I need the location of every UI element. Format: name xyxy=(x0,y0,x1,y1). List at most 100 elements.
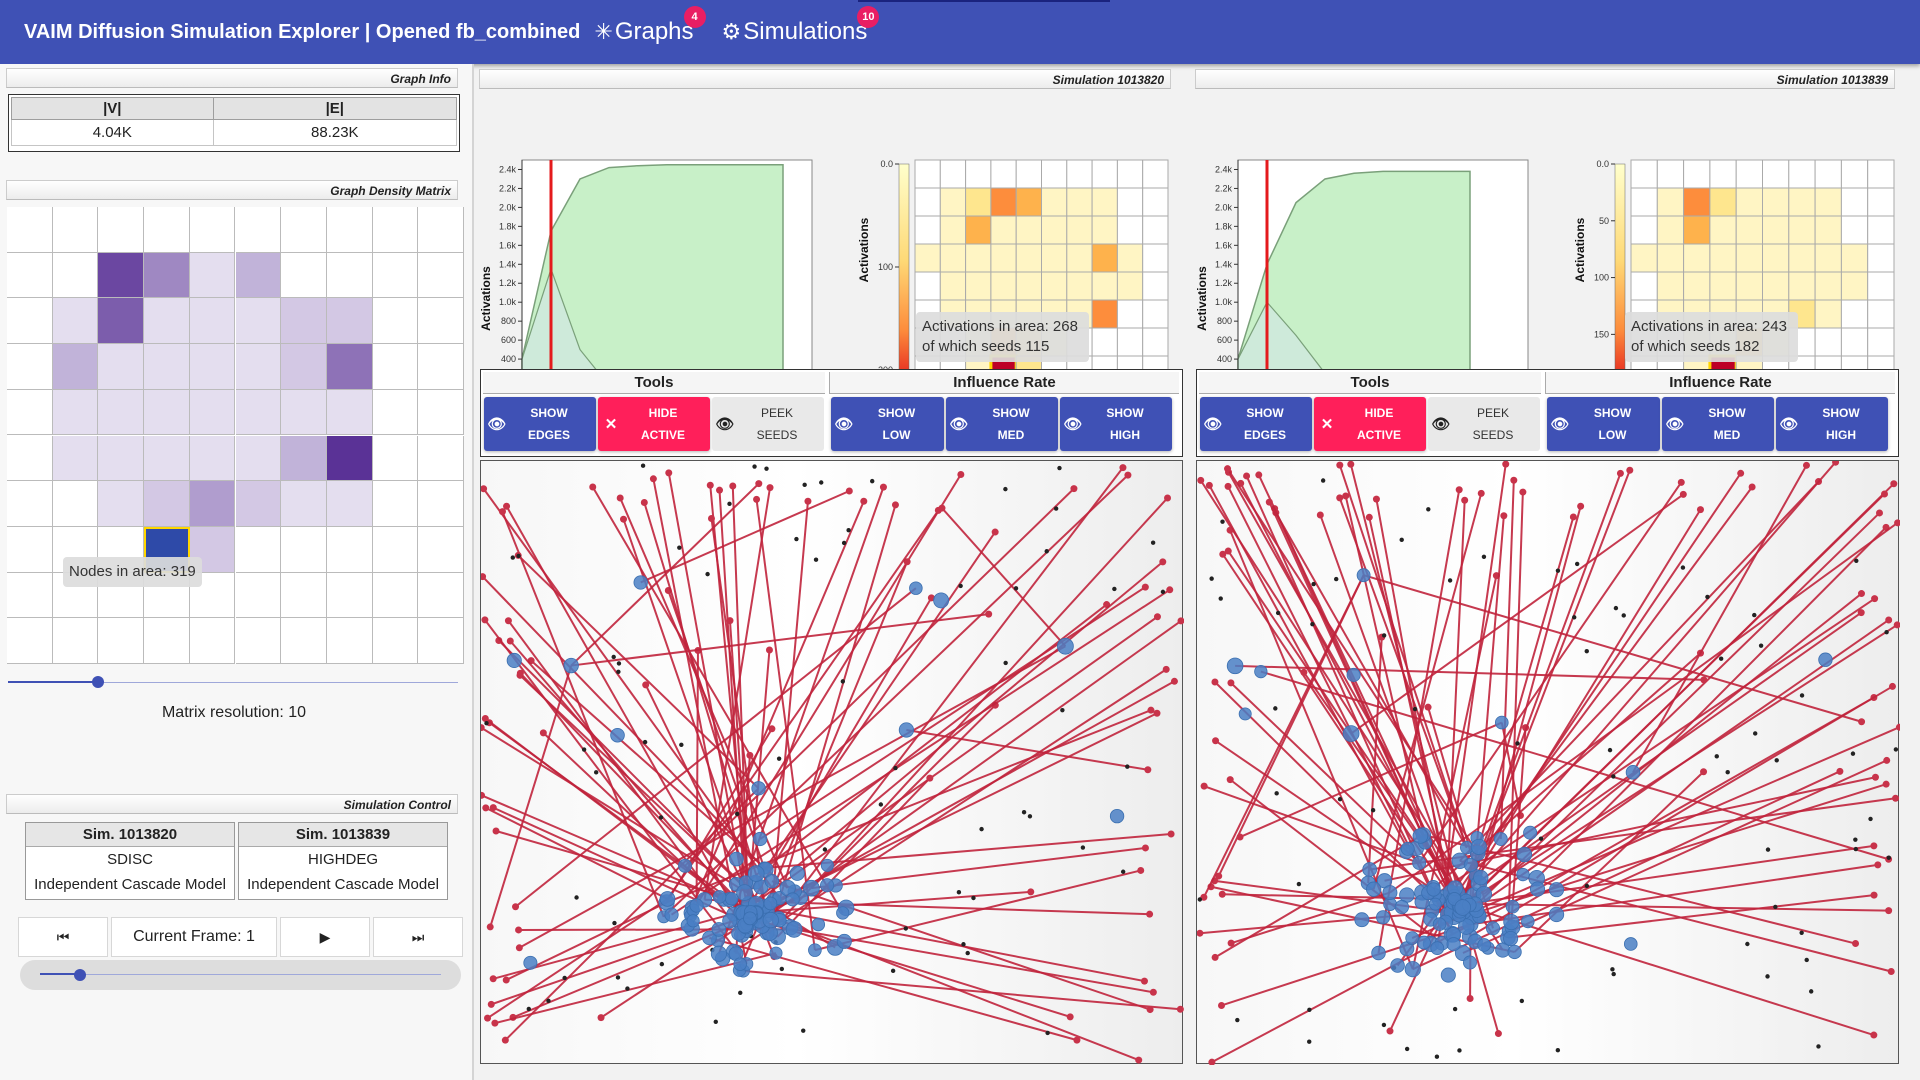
matrix-cell[interactable] xyxy=(98,435,145,482)
matrix-cell[interactable] xyxy=(7,207,53,253)
matrix-cell[interactable] xyxy=(144,481,190,527)
matrix-cell[interactable] xyxy=(235,481,282,527)
matrix-cell[interactable] xyxy=(418,618,464,664)
matrix-cell[interactable] xyxy=(52,344,99,390)
matrix-cell[interactable] xyxy=(189,252,236,299)
matrix-cell[interactable] xyxy=(235,207,282,253)
matrix-cell[interactable] xyxy=(326,389,373,436)
matrix-cell[interactable] xyxy=(98,481,145,527)
matrix-cell[interactable] xyxy=(98,618,145,664)
matrix-cell[interactable] xyxy=(326,207,373,253)
matrix-cell[interactable] xyxy=(7,435,53,482)
matrix-cell[interactable] xyxy=(372,252,419,299)
resolution-slider[interactable] xyxy=(8,675,458,691)
hide-active-button[interactable]: ✕ HIDE ACTIVE xyxy=(598,397,710,451)
matrix-cell[interactable] xyxy=(326,344,373,390)
matrix-cell[interactable] xyxy=(418,526,464,573)
matrix-cell[interactable] xyxy=(52,207,99,253)
matrix-cell[interactable] xyxy=(418,572,464,619)
matrix-cell[interactable] xyxy=(326,298,373,345)
matrix-cell[interactable] xyxy=(7,526,53,573)
matrix-cell[interactable] xyxy=(326,618,373,664)
matrix-cell[interactable] xyxy=(189,481,236,527)
matrix-cell[interactable] xyxy=(52,481,99,527)
show-edges-button[interactable]: 👁 SHOW EDGES xyxy=(1200,397,1312,451)
matrix-cell[interactable] xyxy=(189,207,236,253)
hide-active-button[interactable]: ✕ HIDE ACTIVE xyxy=(1314,397,1426,451)
matrix-cell[interactable] xyxy=(98,344,145,390)
matrix-cell[interactable] xyxy=(189,389,236,436)
matrix-cell[interactable] xyxy=(98,298,145,345)
matrix-cell[interactable] xyxy=(189,618,236,664)
matrix-cell[interactable] xyxy=(52,252,99,299)
matrix-cell[interactable] xyxy=(52,298,99,345)
matrix-cell[interactable] xyxy=(326,435,373,482)
matrix-cell[interactable] xyxy=(372,344,419,390)
matrix-cell[interactable] xyxy=(326,572,373,619)
show-low-button[interactable]: 👁 SHOW LOW xyxy=(1547,397,1660,451)
play-button[interactable]: ▶ xyxy=(280,917,370,957)
matrix-cell[interactable] xyxy=(418,435,464,482)
matrix-cell[interactable] xyxy=(144,389,190,436)
matrix-cell[interactable] xyxy=(235,435,282,482)
matrix-cell[interactable] xyxy=(235,298,282,345)
matrix-cell[interactable] xyxy=(326,481,373,527)
matrix-cell[interactable] xyxy=(281,344,327,390)
matrix-cell[interactable] xyxy=(372,526,419,573)
matrix-cell[interactable] xyxy=(98,207,145,253)
matrix-cell[interactable] xyxy=(144,207,190,253)
matrix-cell[interactable] xyxy=(235,344,282,390)
matrix-cell[interactable] xyxy=(189,344,236,390)
show-high-button[interactable]: 👁 SHOW HIGH xyxy=(1776,397,1888,451)
matrix-cell[interactable] xyxy=(281,389,327,436)
matrix-cell[interactable] xyxy=(418,344,464,390)
frame-slider[interactable] xyxy=(20,960,461,990)
matrix-cell[interactable] xyxy=(418,389,464,436)
matrix-cell[interactable] xyxy=(144,618,190,664)
frame-slider-thumb[interactable] xyxy=(74,969,87,981)
network-graph-view[interactable] xyxy=(477,460,1185,1064)
matrix-cell[interactable] xyxy=(235,572,282,619)
network-graph-view[interactable] xyxy=(1196,458,1903,1066)
matrix-cell[interactable] xyxy=(372,618,419,664)
matrix-cell[interactable] xyxy=(7,481,53,527)
sim-card-2[interactable]: Sim. 1013839 HIGHDEG Independent Cascade… xyxy=(238,822,448,900)
matrix-cell[interactable] xyxy=(52,435,99,482)
peek-seeds-button[interactable]: 👁 PEEK SEEDS xyxy=(1428,397,1540,451)
sim-card-1[interactable]: Sim. 1013820 SDISC Independent Cascade M… xyxy=(25,822,235,900)
matrix-cell[interactable] xyxy=(281,526,327,573)
matrix-cell[interactable] xyxy=(7,389,53,436)
show-med-button[interactable]: 👁 SHOW MED xyxy=(946,397,1058,451)
matrix-cell[interactable] xyxy=(281,435,327,482)
peek-seeds-button[interactable]: 👁 PEEK SEEDS xyxy=(712,397,824,451)
matrix-cell[interactable] xyxy=(52,618,99,664)
matrix-cell[interactable] xyxy=(235,618,282,664)
matrix-cell[interactable] xyxy=(418,207,464,253)
matrix-cell[interactable] xyxy=(372,207,419,253)
matrix-cell[interactable] xyxy=(372,389,419,436)
matrix-cell[interactable] xyxy=(281,298,327,345)
show-high-button[interactable]: 👁 SHOW HIGH xyxy=(1060,397,1172,451)
matrix-cell[interactable] xyxy=(144,298,190,345)
show-med-button[interactable]: 👁 SHOW MED xyxy=(1662,397,1774,451)
matrix-cell[interactable] xyxy=(326,526,373,573)
density-matrix[interactable] xyxy=(7,207,464,664)
matrix-cell[interactable] xyxy=(7,618,53,664)
matrix-cell[interactable] xyxy=(7,344,53,390)
matrix-cell[interactable] xyxy=(144,344,190,390)
matrix-cell[interactable] xyxy=(372,298,419,345)
matrix-cell[interactable] xyxy=(7,298,53,345)
matrix-cell[interactable] xyxy=(418,298,464,345)
matrix-cell[interactable] xyxy=(98,389,145,436)
matrix-cell[interactable] xyxy=(372,572,419,619)
nav-simulations[interactable]: ⚙ Simulations 10 xyxy=(722,6,880,46)
matrix-cell[interactable] xyxy=(235,526,282,573)
matrix-cell[interactable] xyxy=(98,252,145,299)
matrix-cell[interactable] xyxy=(144,252,190,299)
nav-graphs[interactable]: ✳ Graphs 4 xyxy=(594,6,706,46)
resolution-slider-thumb[interactable] xyxy=(92,676,104,688)
last-frame-button[interactable]: ⏭ xyxy=(373,917,463,957)
matrix-cell[interactable] xyxy=(7,252,53,299)
matrix-cell[interactable] xyxy=(372,481,419,527)
matrix-cell[interactable] xyxy=(235,252,282,299)
